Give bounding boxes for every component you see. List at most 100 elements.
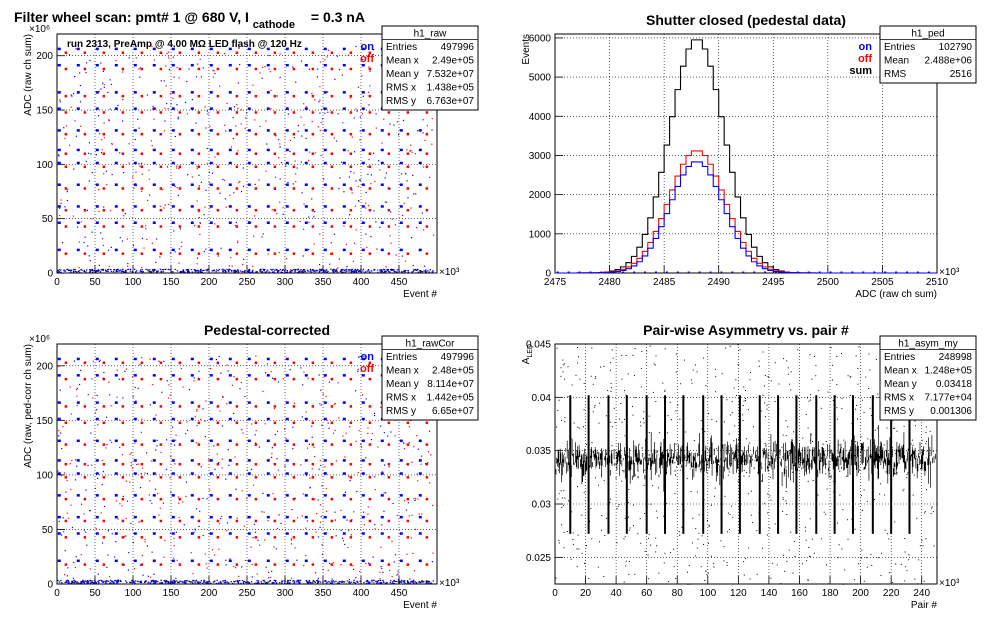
- point-baseline: [318, 580, 320, 583]
- point-off: [64, 405, 68, 408]
- point-baseline: [302, 270, 305, 272]
- asymmetry-outlier: [836, 522, 838, 524]
- point-scatter: [138, 127, 140, 129]
- point-scatter: [98, 133, 101, 135]
- asymmetry-outlier: [693, 440, 695, 442]
- point-scatter: [237, 47, 240, 49]
- asymmetry-outlier: [811, 378, 813, 380]
- point-scatter: [173, 557, 175, 559]
- point-scatter: [316, 76, 318, 78]
- point-scatter: [242, 432, 244, 434]
- point-scatter: [432, 234, 435, 236]
- point-off: [235, 94, 239, 98]
- point-scatter: [97, 424, 99, 426]
- point-scatter: [159, 507, 161, 509]
- point-scatter: [138, 68, 140, 70]
- asymmetry-outlier: [732, 516, 734, 518]
- point-scatter: [377, 269, 379, 271]
- point-scatter: [302, 255, 305, 257]
- point-off: [216, 165, 220, 169]
- point-on: [57, 183, 61, 186]
- point-scatter: [314, 211, 316, 213]
- point-scatter: [238, 575, 240, 578]
- point-off: [140, 519, 144, 523]
- stats-box: [381, 25, 479, 111]
- asymmetry-outlier: [894, 472, 896, 474]
- point-scatter: [100, 512, 102, 514]
- point-on: [380, 472, 384, 475]
- point-off: [292, 252, 296, 255]
- point-on: [95, 401, 99, 404]
- asymmetry-outlier: [869, 455, 871, 457]
- point-scatter: [348, 475, 350, 477]
- point-baseline: [395, 580, 398, 583]
- point-baseline: [191, 582, 194, 584]
- point-scatter: [234, 456, 236, 458]
- point-scatter: [147, 575, 149, 577]
- point-scatter: [383, 510, 385, 512]
- point-on: [342, 472, 346, 475]
- point-off: [368, 421, 372, 425]
- data-points: [57, 355, 435, 585]
- point-baseline: [400, 271, 403, 273]
- point-scatter: [355, 108, 357, 110]
- point-off: [273, 476, 277, 479]
- point-on: [152, 107, 156, 110]
- point-baseline: [368, 581, 371, 584]
- stats-row-label: Entries: [884, 352, 915, 363]
- point-baseline: [150, 581, 153, 583]
- point-scatter: [123, 536, 126, 538]
- point-off: [235, 225, 239, 228]
- point-scatter: [375, 127, 377, 129]
- point-scatter: [284, 465, 286, 467]
- point-scatter: [309, 477, 311, 479]
- point-baseline: [248, 270, 251, 272]
- point-scatter: [368, 66, 370, 68]
- point-baseline: [174, 268, 176, 270]
- point-scatter: [305, 474, 308, 477]
- point-on: [266, 494, 270, 497]
- asymmetry-outlier: [838, 544, 840, 546]
- point-on: [209, 374, 213, 377]
- point-on: [171, 439, 175, 443]
- point-off: [102, 132, 106, 136]
- asymmetry-outlier: [666, 502, 668, 504]
- point-baseline: [427, 582, 429, 584]
- stats-row-label: Mean y: [386, 379, 419, 390]
- point-on: [342, 221, 346, 224]
- point-off: [425, 165, 429, 169]
- asymmetry-outlier: [856, 418, 858, 420]
- point-baseline: [424, 270, 427, 272]
- asymmetry-outlier: [783, 358, 785, 360]
- stats-row-label: RMS x: [884, 393, 914, 404]
- y-tick-label: 2000: [529, 190, 552, 201]
- asymmetry-outlier: [600, 366, 602, 368]
- asymmetry-outlier: [648, 578, 650, 580]
- point-baseline: [327, 270, 329, 272]
- point-scatter: [389, 569, 391, 572]
- point-baseline: [286, 269, 288, 272]
- point-baseline: [147, 582, 149, 584]
- point-baseline: [295, 581, 298, 583]
- point-baseline: [314, 271, 316, 273]
- asymmetry-outlier: [661, 452, 663, 454]
- point-baseline: [247, 269, 250, 271]
- point-baseline: [190, 581, 192, 583]
- asymmetry-outlier: [645, 481, 647, 483]
- point-off: [406, 132, 410, 136]
- point-scatter: [329, 253, 331, 255]
- asymmetry-outlier: [611, 445, 613, 447]
- point-on: [57, 129, 61, 132]
- point-baseline: [115, 581, 118, 583]
- point-baseline: [371, 581, 373, 583]
- asymmetry-outlier: [780, 582, 782, 584]
- point-baseline: [86, 581, 88, 583]
- point-baseline: [215, 582, 218, 585]
- point-scatter: [327, 422, 329, 424]
- point-on: [209, 357, 213, 361]
- point-off: [311, 377, 315, 381]
- x-tick-label: 2480: [598, 277, 621, 288]
- point-baseline: [58, 271, 61, 273]
- asymmetry-outlier: [886, 427, 888, 429]
- point-scatter: [235, 221, 238, 224]
